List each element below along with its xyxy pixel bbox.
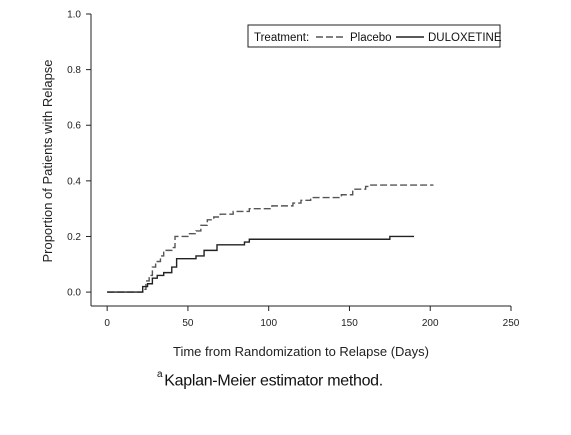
footnote: a Kaplan-Meier estimator method. (157, 369, 383, 390)
footnote-text: Kaplan-Meier estimator method. (164, 372, 383, 390)
x-tick-label-0: 0 (104, 318, 110, 329)
x-tick-label-3: 150 (341, 318, 358, 329)
x-axis-title: Time from Randomization to Relapse (Days… (173, 344, 429, 359)
x-tick-label-4: 200 (422, 318, 439, 329)
chart-legend: Treatment: Placebo DULOXETINE (247, 24, 502, 48)
legend-title: Treatment: (254, 32, 309, 44)
y-tick-label-5: 1.0 (67, 10, 81, 21)
legend-box (247, 24, 501, 48)
x-tick-label-2: 100 (260, 318, 277, 329)
x-tick-label-1: 50 (182, 318, 194, 329)
y-tick-label-4: 0.8 (67, 65, 81, 76)
footnote-marker: a (157, 369, 163, 380)
y-tick-label-1: 0.2 (67, 232, 81, 243)
series-line-placebo (107, 184, 434, 293)
y-axis-title: Proportion of Patients with Relapse (40, 59, 55, 262)
y-tick-label-3: 0.6 (67, 121, 81, 132)
series-line-duloxetine (107, 235, 415, 293)
legend-entry-placebo: Placebo (350, 32, 392, 44)
y-tick-label-2: 0.4 (67, 176, 81, 187)
legend-entry-duloxetine: DULOXETINE (428, 32, 502, 44)
x-tick-label-5: 250 (503, 318, 520, 329)
y-tick-label-0: 0.0 (67, 288, 81, 299)
